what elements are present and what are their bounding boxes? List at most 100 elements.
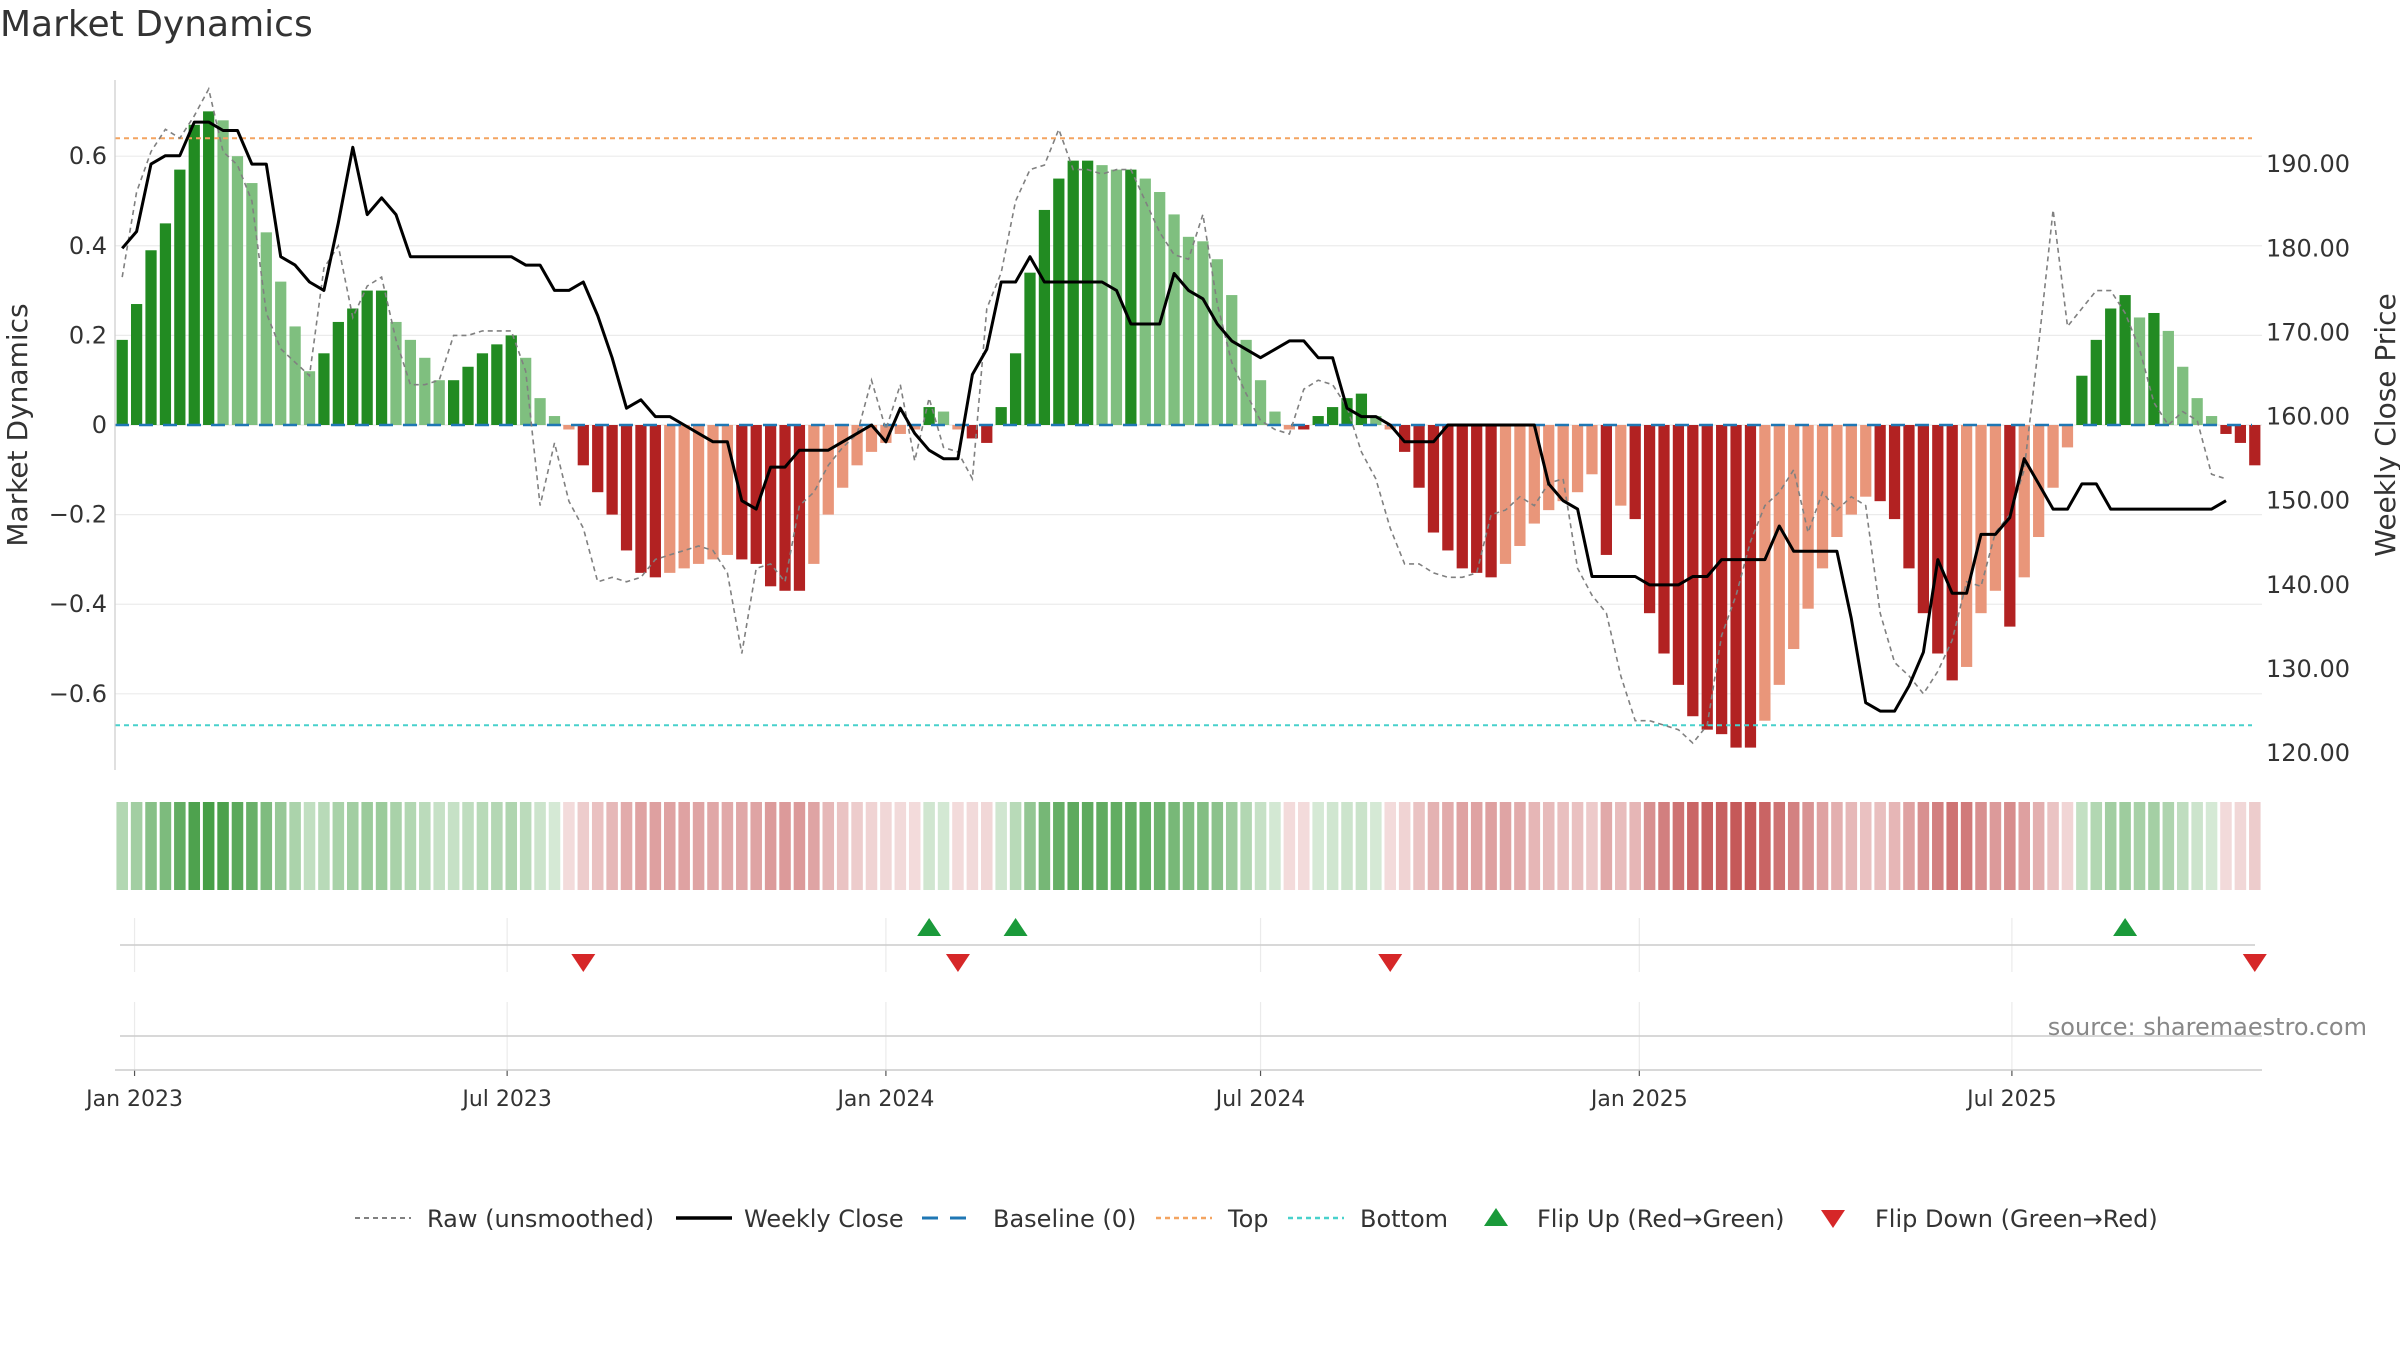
dynamics-bar <box>1816 425 1829 569</box>
heat-cell <box>246 802 258 890</box>
heat-cell <box>1859 802 1872 890</box>
dynamics-bar <box>1341 398 1353 425</box>
x-tick-label: Jul 2024 <box>1214 1087 1306 1112</box>
heat-cell <box>1701 802 1714 890</box>
flip-down-marker <box>945 954 970 972</box>
dynamics-bar <box>822 425 834 515</box>
dynamics-bar <box>1672 425 1685 685</box>
heat-cell <box>1485 802 1497 890</box>
heat-cell <box>1989 802 2002 890</box>
dynamics-bar <box>1586 425 1598 475</box>
heat-cell <box>1514 802 1526 890</box>
dynamics-bar <box>837 425 849 488</box>
heat-cell <box>1845 802 1858 890</box>
heat-cell <box>447 802 460 890</box>
heat-cell <box>1081 802 1094 890</box>
heat-cell <box>289 802 301 890</box>
dynamics-bar <box>2177 366 2189 425</box>
heat-cell <box>952 802 964 890</box>
dynamics-bar <box>721 425 734 555</box>
heat-cell <box>2191 802 2203 890</box>
heat-cell <box>1643 802 1656 890</box>
dynamics-bar <box>448 380 460 425</box>
y-right-tick-label: 180.00 <box>2266 234 2350 262</box>
dynamics-bar <box>923 407 935 425</box>
heat-cell <box>1744 802 1757 890</box>
heat-cell <box>1499 802 1512 890</box>
heat-cell <box>923 802 935 890</box>
dynamics-bar <box>116 339 128 425</box>
legend-entry: Bottom <box>1288 1205 1448 1233</box>
heat-cell <box>1571 802 1584 890</box>
heat-cell <box>1139 802 1152 890</box>
dynamics-bar <box>1254 380 1267 425</box>
dynamics-bar <box>1168 214 1180 425</box>
dynamics-bar <box>1615 425 1627 506</box>
dynamics-bar <box>981 425 993 443</box>
dynamics-bar <box>130 304 143 425</box>
dynamics-bar <box>145 250 157 425</box>
heat-cell <box>2018 802 2031 890</box>
dynamics-bar <box>1960 425 1973 667</box>
heat-cell <box>2119 802 2131 890</box>
close-layer <box>121 120 2227 713</box>
legend-entry: Flip Up (Red→Green) <box>1484 1205 1785 1233</box>
heat-cell <box>2090 802 2103 890</box>
dynamics-bar <box>1845 425 1857 515</box>
dynamics-bar <box>2162 330 2174 425</box>
heat-cell <box>1168 802 1180 890</box>
dynamics-bar <box>1197 241 1209 425</box>
heat-cell <box>577 802 590 890</box>
heat-cell <box>1053 802 1065 890</box>
heat-cell <box>188 802 201 890</box>
flip-down-marker <box>1378 954 1403 972</box>
heat-cell <box>1528 802 1541 890</box>
legend-entry: Top <box>1156 1205 1269 1233</box>
heat-strip <box>116 802 2261 890</box>
dynamics-bar <box>1082 160 1094 425</box>
dynamics-bar <box>2076 375 2088 425</box>
heat-cell <box>548 802 561 890</box>
dynamics-bar <box>289 326 301 425</box>
heat-cell <box>231 802 244 890</box>
heat-cell <box>145 802 157 890</box>
heat-cell <box>692 802 705 890</box>
heat-cell <box>332 802 345 890</box>
heat-cell <box>865 802 878 890</box>
heat-cell <box>1067 802 1079 890</box>
flip-up-marker <box>1003 918 1028 936</box>
legend-label: Baseline (0) <box>993 1205 1136 1233</box>
heat-cell <box>476 802 489 890</box>
heat-cell <box>1153 802 1166 890</box>
heat-cell <box>1024 802 1036 890</box>
heat-cell <box>2205 802 2218 890</box>
dynamics-bar <box>1946 425 1958 681</box>
dynamics-bar <box>2205 416 2218 425</box>
heat-cell <box>1125 802 1137 890</box>
dynamics-bar <box>1471 425 1483 573</box>
heat-cell <box>1917 802 1930 890</box>
heat-cell <box>1240 802 1252 890</box>
heat-cell <box>995 802 1007 890</box>
dynamics-bar <box>1370 416 1382 425</box>
heat-cell <box>635 802 647 890</box>
dynamics-bar <box>1355 393 1368 425</box>
heat-cell <box>217 802 229 890</box>
dynamics-bar <box>1053 178 1065 425</box>
heat-cell <box>260 802 273 890</box>
dynamics-bar <box>1600 425 1612 555</box>
dynamics-bar <box>880 425 892 443</box>
dynamics-bar <box>1442 425 1454 551</box>
dynamics-bar <box>419 357 431 425</box>
heat-cell <box>966 802 979 890</box>
heat-cell <box>174 802 186 890</box>
y-left-tick-label: −0.2 <box>49 501 107 529</box>
heat-cell <box>116 802 128 890</box>
dynamics-bar <box>217 120 229 425</box>
dynamics-bar <box>1009 353 1022 425</box>
heat-cell <box>721 802 734 890</box>
heat-cell <box>937 802 950 890</box>
lower-panel: Jan 2023 Jul 2023 Jan 2024 Jul 2024 Jan 2025… <box>84 1002 2262 1112</box>
dynamics-bar <box>635 425 647 573</box>
heat-cell <box>505 802 518 890</box>
